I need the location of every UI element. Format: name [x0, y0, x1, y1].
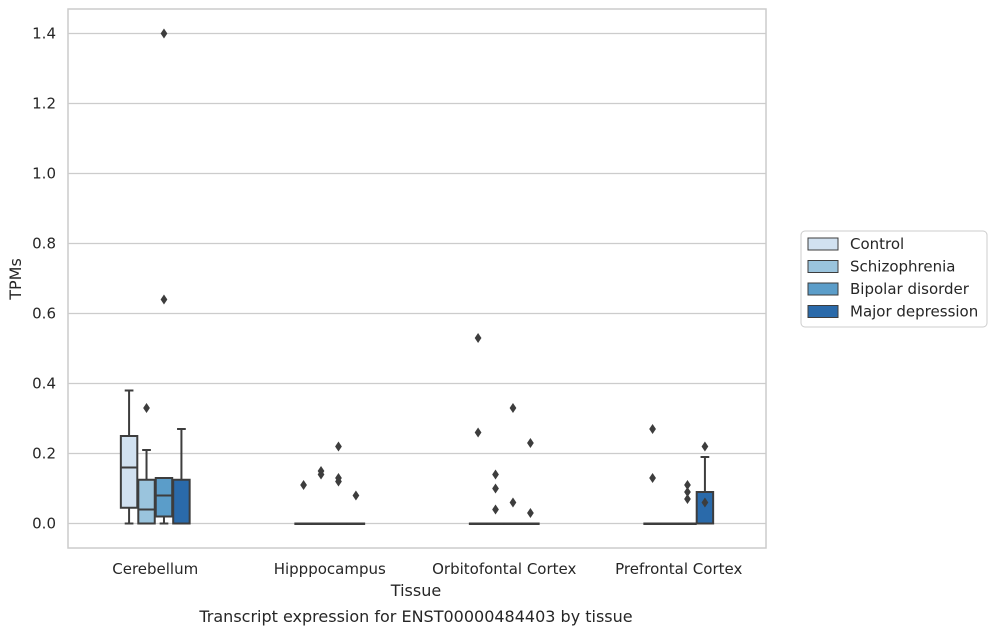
boxplot: [695, 441, 715, 525]
boxplot: [294, 480, 313, 525]
outlier-point: [352, 490, 360, 501]
outlier-point: [649, 473, 656, 483]
y-tick-label: 0.4: [32, 375, 56, 393]
box: [154, 477, 174, 518]
outlier-point: [474, 333, 482, 343]
outlier-point: [300, 480, 307, 490]
y-tick-label: 1.4: [32, 25, 56, 43]
y-tick-label: 0.2: [32, 445, 56, 463]
outlier-point: [509, 403, 517, 413]
boxplot: [346, 490, 366, 525]
outlier-point: [317, 469, 325, 480]
y-tick-label: 1.2: [32, 95, 56, 113]
boxplot: [486, 469, 505, 525]
x-tick-label: Hipppocampus: [274, 560, 386, 578]
outlier-point: [492, 483, 499, 494]
boxplot: [329, 441, 348, 525]
outlier-point: [160, 28, 168, 39]
legend-swatch: [807, 305, 839, 318]
y-axis-title: TPMs: [6, 258, 25, 301]
x-tick-label: Prefrontal Cortex: [615, 560, 742, 578]
outlier-point: [649, 424, 656, 434]
outlier-point: [684, 487, 691, 497]
y-tick-labels: 0.0 0.2 0.4 0.6 0.8 1.0 1.2 1.4: [32, 25, 56, 533]
box: [172, 478, 191, 525]
outlier-point: [492, 504, 499, 515]
boxplot: [503, 403, 523, 525]
legend-swatch: [807, 260, 839, 273]
y-tick-label: 0.0: [32, 515, 56, 533]
boxplots: [119, 28, 715, 525]
outlier-point: [527, 438, 534, 448]
box: [137, 478, 156, 525]
x-tick-label: Orbitofontal Cortex: [432, 560, 576, 578]
y-tick-label: 0.8: [32, 235, 56, 253]
outlier-point: [701, 497, 709, 508]
legend-swatch: [807, 282, 839, 296]
outlier-point: [684, 494, 691, 504]
legend-label: Bipolar disorder: [850, 280, 970, 298]
outlier-point: [684, 480, 691, 490]
x-axis-title: Tissue: [390, 581, 441, 600]
outlier-point: [492, 469, 499, 480]
outlier-point: [701, 441, 709, 452]
legend-label: Major depression: [850, 303, 978, 321]
boxplot: [137, 403, 156, 525]
boxplot: [172, 428, 191, 525]
plot-area-frame: [67, 8, 767, 549]
boxplot: [678, 480, 697, 525]
box: [119, 435, 139, 509]
outlier-point: [335, 476, 342, 487]
legend-label: Schizophrenia: [850, 258, 955, 276]
boxplot: [521, 438, 540, 525]
chart-caption: Transcript expression for ENST0000048440…: [198, 607, 632, 626]
boxplot: [643, 424, 662, 525]
outlier-point: [160, 294, 168, 305]
y-tick-label: 0.6: [32, 305, 56, 323]
boxplot: [154, 28, 174, 525]
y-tick-label: 1.0: [32, 165, 56, 183]
boxplot: [119, 389, 139, 525]
box: [695, 491, 715, 525]
boxplot: [468, 333, 488, 525]
legend: Control Schizophrenia Bipolar disorder Majo…: [800, 230, 988, 328]
grid-lines: [68, 32, 766, 525]
legend-label: Control: [850, 235, 904, 253]
boxplot: [660, 522, 680, 525]
outlier-point: [509, 497, 517, 508]
outlier-point: [527, 508, 534, 518]
outlier-point: [143, 403, 150, 413]
legend-frame: [800, 230, 988, 328]
x-tick-label: Cerebellum: [112, 560, 198, 578]
legend-swatch: [807, 237, 839, 251]
outlier-point: [474, 427, 482, 438]
boxplot: [311, 466, 331, 525]
outlier-point: [335, 441, 342, 452]
x-tick-labels: Cerebellum Hipppocampus Orbitofontal Corte…: [112, 560, 742, 578]
